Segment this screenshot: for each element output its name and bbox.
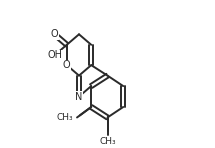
Text: CH₃: CH₃: [99, 137, 116, 146]
Text: O: O: [51, 29, 58, 39]
Text: N: N: [75, 91, 83, 102]
Text: CH₃: CH₃: [57, 113, 74, 122]
Text: O: O: [63, 60, 71, 70]
Text: OH: OH: [47, 50, 62, 60]
